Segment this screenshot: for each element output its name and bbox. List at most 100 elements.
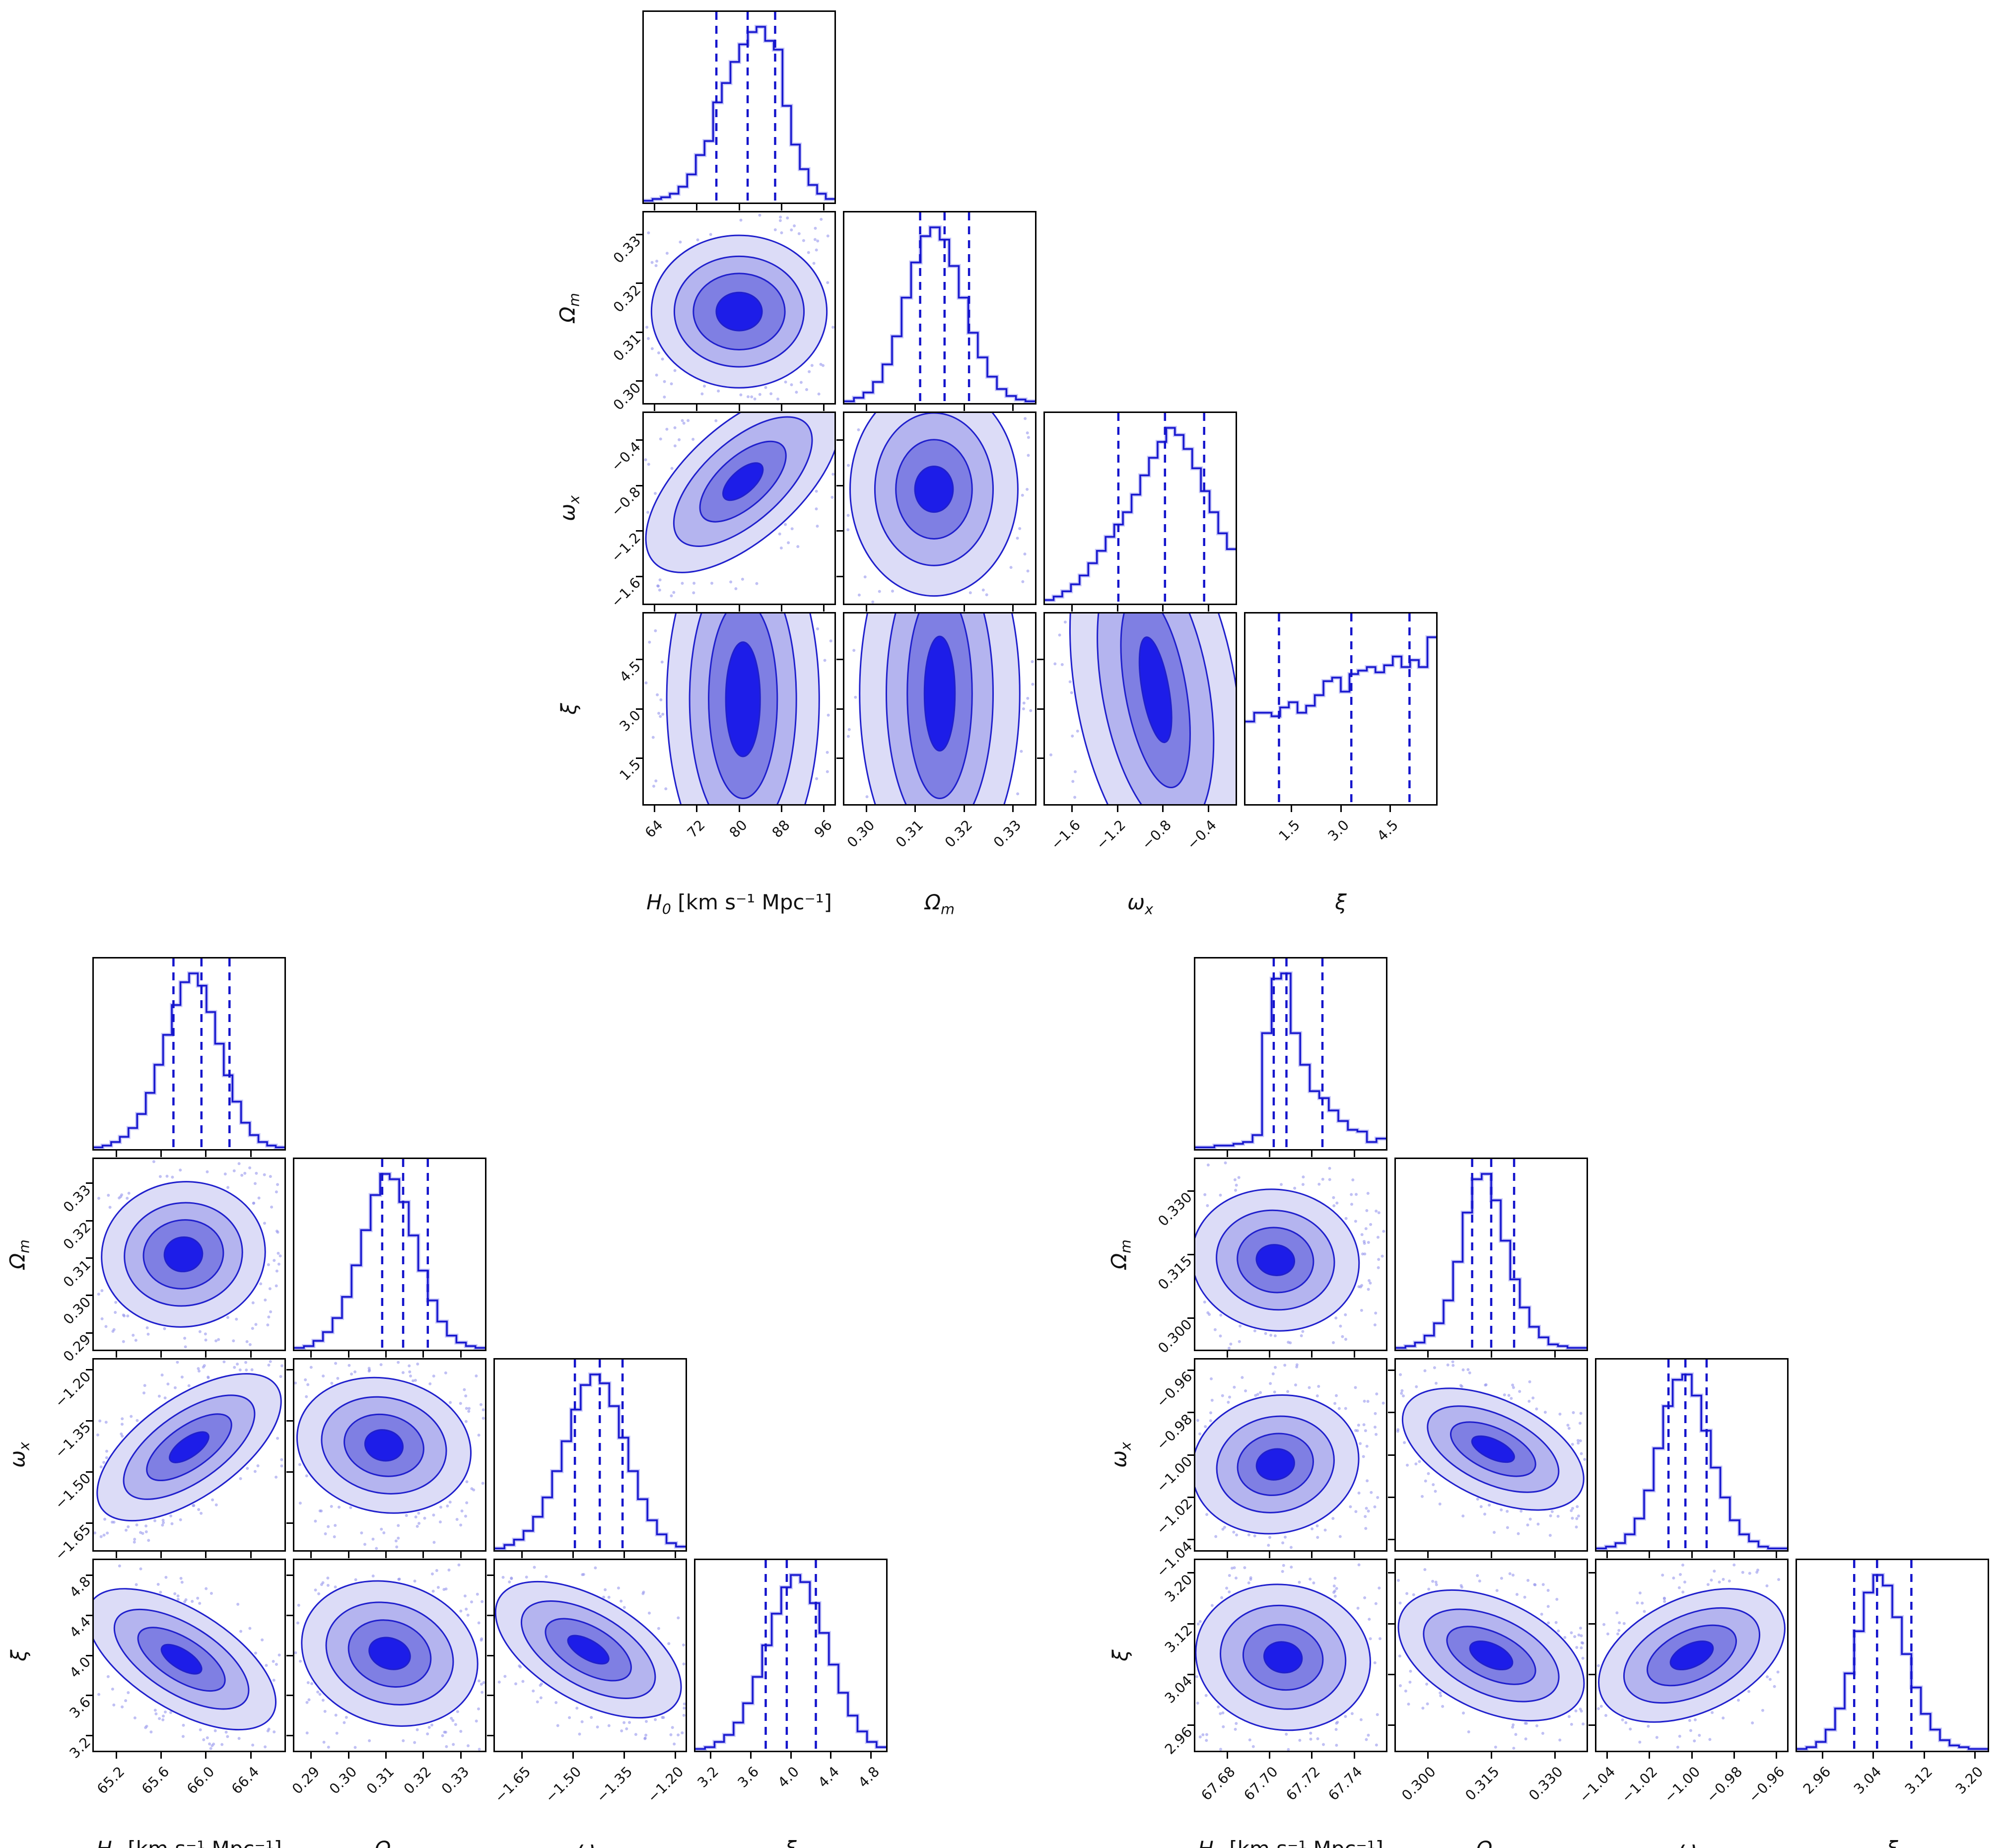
x-tick-mark [1162,806,1164,812]
x-tick-label-text: 3.6 [734,1763,762,1791]
x-tick-label-text: 1.5 [1275,817,1304,844]
x-tick-mark [1207,806,1209,812]
axis-title-base: Ω [925,890,941,914]
x-tick-mark [1776,1752,1778,1759]
x-tick-label-text: 0.33 [990,817,1025,851]
axis-title-base: H [646,890,662,914]
y-tick-mark [1187,1623,1194,1625]
x-tick-mark [205,1552,207,1558]
panel-2d-xi-vs-H0-canvas [94,1564,281,1750]
x-tick-label-text: 4.4 [815,1763,843,1791]
y-tick-mark [286,1471,293,1473]
y-tick-label-text: 0.32 [610,281,644,316]
x-tick-mark [823,405,825,411]
panel-hist-wx [493,1358,687,1552]
panel-2d-Om-vs-H0-canvas [97,1160,282,1349]
x-tick-mark [250,1752,252,1759]
x-tick-mark [1162,605,1164,612]
axis-title-sub: 0 [112,1847,121,1848]
x-tick-mark [790,1752,792,1759]
y-tick-mark [286,1369,293,1371]
axis-title-base: ω [1127,890,1145,914]
x-tick-mark [1427,1552,1429,1558]
y-axis-title: ξ [557,703,581,714]
y-tick-label-text: −1.20 [51,1368,94,1411]
x-tick-mark [521,1552,523,1558]
panel-2d-wx-vs-Om-canvas [846,413,1030,604]
y-tick-mark [836,757,843,759]
panel-2d-xi-vs-Om-canvas [294,1563,485,1751]
panel-2d-xi-vs-wx [1595,1559,1789,1752]
x-tick-mark [1226,1151,1228,1157]
axis-title-base: ω [555,503,580,522]
x-tick-label-text: 67.70 [1240,1763,1281,1804]
y-tick-label-text: −1.35 [51,1419,94,1462]
axis-title-unit: [km s⁻¹ Mpc⁻¹] [1223,1837,1383,1848]
panel-hist-wx [1595,1358,1789,1552]
y-tick-mark [86,1574,92,1576]
x-axis-title: ξ [1886,1837,1898,1848]
x-tick-mark [653,405,655,411]
x-tick-mark [205,1752,207,1759]
y-tick-mark [1187,1454,1194,1456]
panel-hist-Om-canvas [294,1159,485,1350]
x-tick-mark [1490,1351,1492,1358]
x-tick-mark [572,1752,574,1759]
y-tick-mark [86,1182,92,1184]
axis-title-sub: m [941,900,955,918]
x-tick-mark [750,1752,752,1759]
x-tick-label-text: 3.12 [1901,1763,1936,1797]
y-tick-label-text: −1.2 [608,529,644,565]
x-tick-label-text: 3.20 [1952,1763,1987,1797]
y-tick-label-text: 2.96 [1161,1723,1196,1758]
y-tick-mark [1589,1623,1595,1625]
y-tick-label-text: 0.29 [60,1331,94,1365]
x-tick-mark [310,1351,312,1358]
x-tick-label-text: −0.96 [1745,1763,1788,1806]
axis-title-sub: m [15,1239,33,1253]
y-tick-mark [636,659,642,661]
x-tick-mark [1071,806,1073,812]
y-tick-mark [286,1614,293,1616]
axis-title-sub: x [565,495,583,504]
x-tick-label-text: −1.2 [1093,817,1129,853]
x-tick-label-text: 2.96 [1799,1763,1834,1797]
y-tick-label-text: 0.300 [1155,1316,1196,1357]
x-axis-title: H0 [km s⁻¹ Mpc⁻¹] [96,1837,282,1848]
x-tick-mark [1649,1552,1651,1558]
y-tick-label-text: 0.315 [1155,1252,1196,1293]
x-tick-mark [1606,1752,1608,1759]
x-axis-title: ωx [1679,1837,1705,1848]
x-tick-label-text: 0.300 [1398,1763,1440,1804]
x-tick-label-text: 66.0 [183,1763,218,1797]
x-tick-label-text: 96 [811,817,835,841]
x-tick-mark [1776,1552,1778,1558]
y-tick-mark [86,1295,92,1297]
axis-title-unit: [km s⁻¹ Mpc⁻¹] [671,890,832,914]
x-tick-label-text: 67.68 [1198,1763,1239,1804]
axis-title-sub: x [1696,1847,1705,1848]
panel-2d-xi-vs-wx-canvas [1596,1563,1786,1749]
x-tick-label-text: 66.4 [228,1763,263,1797]
panel-hist-xi-canvas [695,1560,886,1751]
x-tick-mark [1733,1552,1735,1558]
x-tick-mark [1268,1552,1270,1558]
axis-title-base: Ω [555,306,580,323]
x-tick-mark [347,1552,349,1558]
axis-title-sub: m [565,293,583,307]
x-tick-mark [460,1351,462,1358]
x-tick-mark [250,1351,252,1358]
panel-2d-xi-vs-H0-canvas [1195,1563,1382,1751]
axis-title-base: ω [577,1837,595,1848]
x-tick-mark [709,1752,711,1759]
x-tick-mark [674,1552,676,1558]
axis-title-base: ω [5,1450,30,1468]
y-tick-label-text: 0.33 [60,1181,94,1216]
axis-title-base: ξ [1886,1837,1898,1848]
y-axis-title: ωx [555,495,582,521]
x-tick-mark [963,806,965,812]
y-tick-mark [487,1614,493,1616]
x-tick-mark [1872,1752,1874,1759]
x-tick-mark [1427,1752,1429,1759]
y-tick-mark [836,484,843,486]
